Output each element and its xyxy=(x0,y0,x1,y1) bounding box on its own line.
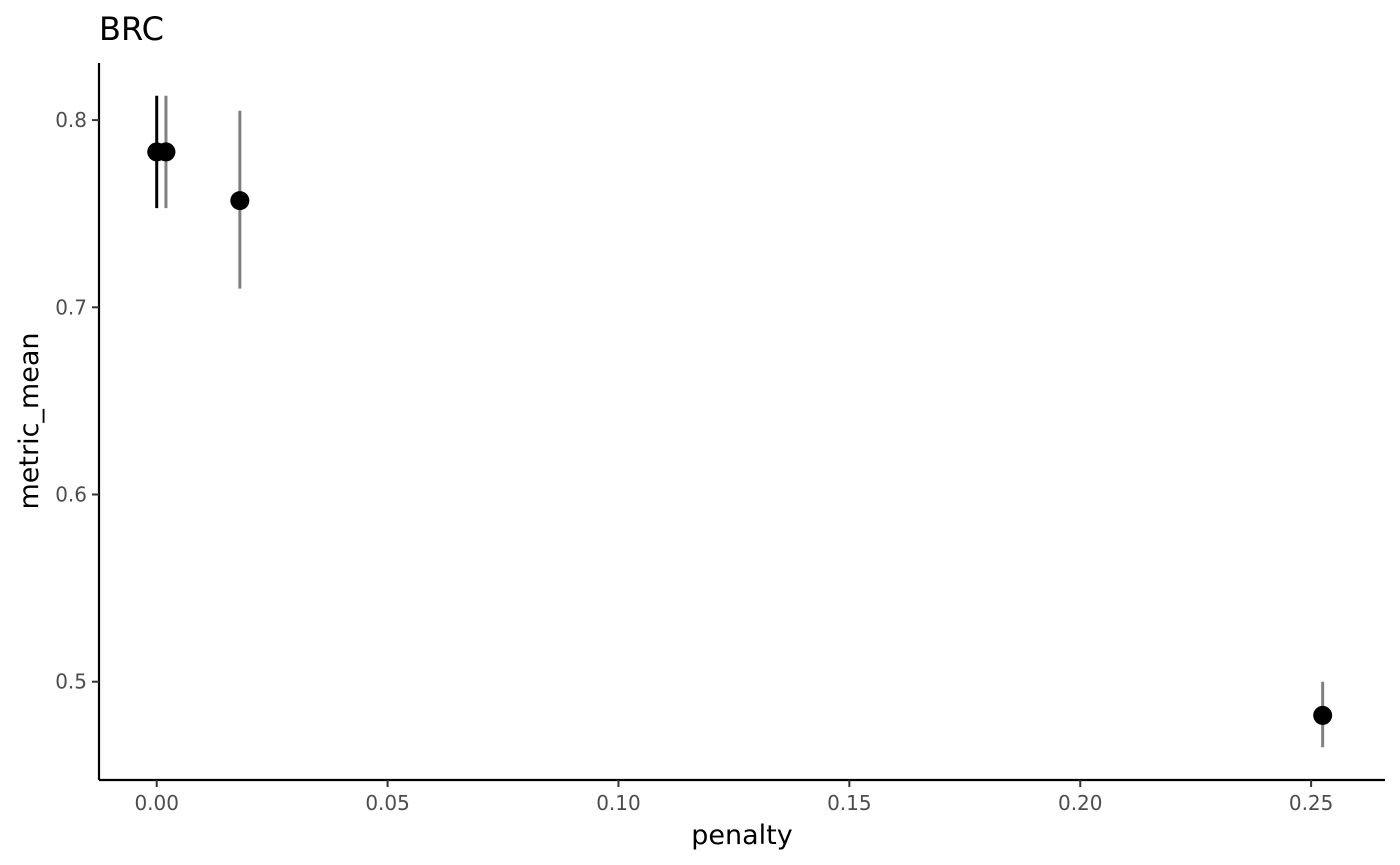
y-tick-label-3: 0.8 xyxy=(55,108,87,132)
y-axis-label: metric_mean xyxy=(14,332,45,509)
data-point-1 xyxy=(156,142,176,162)
y-tick-label-2: 0.7 xyxy=(55,295,87,319)
data-point-3 xyxy=(1313,705,1333,725)
x-tick-label-0: 0.00 xyxy=(134,791,179,815)
x-tick-label-2: 0.10 xyxy=(596,791,641,815)
x-tick-label-3: 0.15 xyxy=(827,791,872,815)
y-tick-label-1: 0.6 xyxy=(55,483,87,507)
x-ticks: 0.00 0.05 0.10 0.15 0.20 0.25 xyxy=(134,780,1333,815)
x-tick-label-5: 0.25 xyxy=(1289,791,1334,815)
x-tick-label-4: 0.20 xyxy=(1058,791,1103,815)
y-tick-label-0: 0.5 xyxy=(55,670,87,694)
x-axis-label: penalty xyxy=(691,820,792,851)
plot-area xyxy=(147,95,1333,748)
data-point-2 xyxy=(230,191,250,211)
x-tick-label-1: 0.05 xyxy=(365,791,410,815)
chart-title: BRC xyxy=(99,10,164,48)
y-ticks: 0.5 0.6 0.7 0.8 xyxy=(55,108,99,694)
